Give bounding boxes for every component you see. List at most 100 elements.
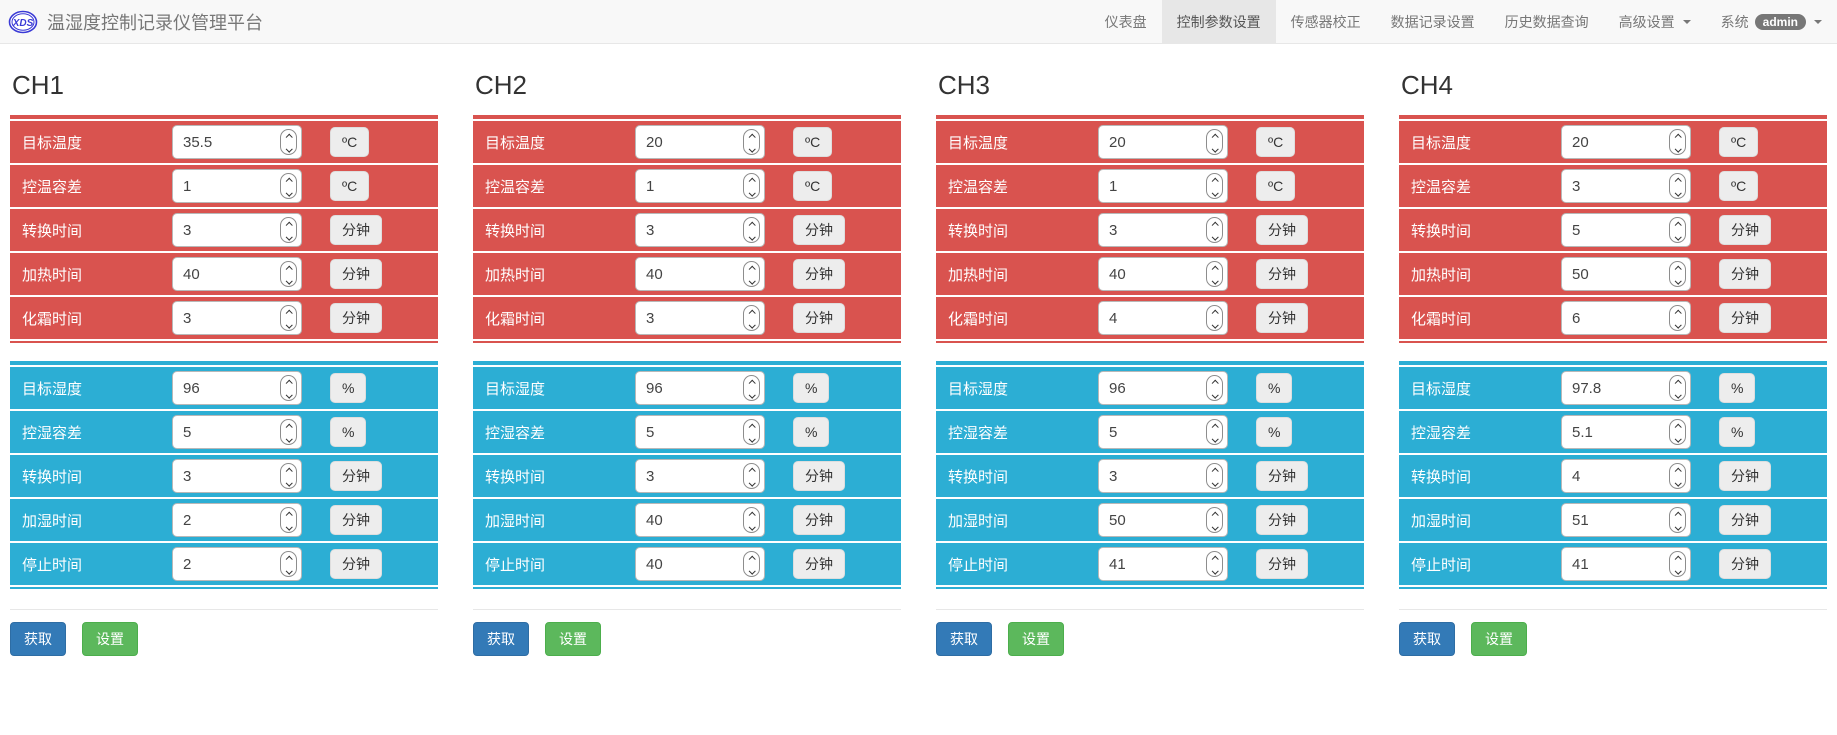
spinner-up-icon[interactable] <box>281 376 296 388</box>
parameter-number-input[interactable] <box>1561 213 1691 247</box>
brand-link[interactable]: XDS 温湿度控制记录仪管理平台 <box>8 0 263 43</box>
spinner-up-icon[interactable] <box>744 130 759 142</box>
parameter-value-field[interactable] <box>1562 504 1690 536</box>
spinner-up-icon[interactable] <box>281 420 296 432</box>
spinner-down-icon[interactable] <box>744 476 759 488</box>
parameter-number-input[interactable] <box>172 371 302 405</box>
parameter-value-field[interactable] <box>173 258 301 290</box>
spinner-up-icon[interactable] <box>1670 174 1685 186</box>
spinner-up-icon[interactable] <box>744 552 759 564</box>
nav-item-system[interactable]: 系统 admin <box>1706 0 1837 43</box>
set-button[interactable]: 设置 <box>545 622 601 656</box>
spinner-up-icon[interactable] <box>281 130 296 142</box>
nav-item-control-params[interactable]: 控制参数设置 <box>1161 0 1276 43</box>
spinner-up-icon[interactable] <box>1207 376 1222 388</box>
spinner-down-icon[interactable] <box>281 274 296 286</box>
spinner-up-icon[interactable] <box>1207 218 1222 230</box>
get-button[interactable]: 获取 <box>473 622 529 656</box>
spinner-down-icon[interactable] <box>744 318 759 330</box>
parameter-number-input[interactable] <box>1098 125 1228 159</box>
spinner-up-icon[interactable] <box>744 262 759 274</box>
spinner-up-icon[interactable] <box>1207 306 1222 318</box>
spinner-down-icon[interactable] <box>1670 520 1685 532</box>
spinner-down-icon[interactable] <box>1670 476 1685 488</box>
parameter-number-input[interactable] <box>1098 459 1228 493</box>
spinner-down-icon[interactable] <box>1207 230 1222 242</box>
parameter-value-field[interactable] <box>1562 214 1690 246</box>
spinner-up-icon[interactable] <box>1670 218 1685 230</box>
parameter-value-field[interactable] <box>1099 504 1227 536</box>
spinner-up-icon[interactable] <box>1670 464 1685 476</box>
parameter-number-input[interactable] <box>635 213 765 247</box>
parameter-number-input[interactable] <box>1098 371 1228 405</box>
spinner-down-icon[interactable] <box>1207 432 1222 444</box>
parameter-value-field[interactable] <box>1099 170 1227 202</box>
spinner-down-icon[interactable] <box>281 564 296 576</box>
nav-item-history-query[interactable]: 历史数据查询 <box>1504 13 1589 30</box>
parameter-number-input[interactable] <box>635 503 765 537</box>
spinner-down-icon[interactable] <box>281 476 296 488</box>
parameter-number-input[interactable] <box>635 169 765 203</box>
parameter-number-input[interactable] <box>1098 213 1228 247</box>
parameter-value-field[interactable] <box>173 372 301 404</box>
parameter-number-input[interactable] <box>172 301 302 335</box>
parameter-value-field[interactable] <box>173 170 301 202</box>
parameter-value-field[interactable] <box>1562 302 1690 334</box>
spinner-down-icon[interactable] <box>1207 476 1222 488</box>
spinner-down-icon[interactable] <box>744 142 759 154</box>
spinner-down-icon[interactable] <box>1670 388 1685 400</box>
spinner-down-icon[interactable] <box>1670 230 1685 242</box>
spinner-down-icon[interactable] <box>281 388 296 400</box>
spinner-down-icon[interactable] <box>1207 142 1222 154</box>
parameter-value-field[interactable] <box>1099 214 1227 246</box>
parameter-value-field[interactable] <box>1099 258 1227 290</box>
spinner-down-icon[interactable] <box>744 564 759 576</box>
parameter-number-input[interactable] <box>172 459 302 493</box>
spinner-up-icon[interactable] <box>744 306 759 318</box>
spinner-up-icon[interactable] <box>744 420 759 432</box>
parameter-value-field[interactable] <box>1099 548 1227 580</box>
spinner-down-icon[interactable] <box>1207 186 1222 198</box>
spinner-down-icon[interactable] <box>744 388 759 400</box>
spinner-down-icon[interactable] <box>281 520 296 532</box>
parameter-value-field[interactable] <box>636 170 764 202</box>
parameter-value-field[interactable] <box>1562 460 1690 492</box>
set-button[interactable]: 设置 <box>1471 622 1527 656</box>
parameter-number-input[interactable] <box>1561 503 1691 537</box>
spinner-down-icon[interactable] <box>281 432 296 444</box>
spinner-up-icon[interactable] <box>281 218 296 230</box>
parameter-number-input[interactable] <box>1561 257 1691 291</box>
parameter-number-input[interactable] <box>635 415 765 449</box>
spinner-down-icon[interactable] <box>1670 142 1685 154</box>
parameter-value-field[interactable] <box>173 214 301 246</box>
parameter-number-input[interactable] <box>635 301 765 335</box>
spinner-down-icon[interactable] <box>1207 318 1222 330</box>
parameter-value-field[interactable] <box>1562 372 1690 404</box>
parameter-number-input[interactable] <box>1561 415 1691 449</box>
parameter-number-input[interactable] <box>1098 415 1228 449</box>
spinner-up-icon[interactable] <box>1207 130 1222 142</box>
parameter-value-field[interactable] <box>173 460 301 492</box>
parameter-value-field[interactable] <box>173 416 301 448</box>
spinner-down-icon[interactable] <box>744 520 759 532</box>
set-button[interactable]: 设置 <box>1008 622 1064 656</box>
parameter-value-field[interactable] <box>636 126 764 158</box>
spinner-up-icon[interactable] <box>1207 464 1222 476</box>
spinner-up-icon[interactable] <box>744 464 759 476</box>
spinner-down-icon[interactable] <box>1207 388 1222 400</box>
parameter-value-field[interactable] <box>1562 416 1690 448</box>
spinner-up-icon[interactable] <box>1670 552 1685 564</box>
spinner-down-icon[interactable] <box>1207 564 1222 576</box>
parameter-number-input[interactable] <box>172 125 302 159</box>
spinner-down-icon[interactable] <box>1670 186 1685 198</box>
nav-item-data-record-settings[interactable]: 数据记录设置 <box>1390 13 1475 30</box>
parameter-number-input[interactable] <box>172 503 302 537</box>
spinner-down-icon[interactable] <box>281 142 296 154</box>
spinner-up-icon[interactable] <box>1670 306 1685 318</box>
parameter-number-input[interactable] <box>1098 257 1228 291</box>
spinner-up-icon[interactable] <box>1207 174 1222 186</box>
spinner-up-icon[interactable] <box>1670 130 1685 142</box>
spinner-up-icon[interactable] <box>1670 508 1685 520</box>
parameter-value-field[interactable] <box>173 504 301 536</box>
spinner-down-icon[interactable] <box>744 432 759 444</box>
